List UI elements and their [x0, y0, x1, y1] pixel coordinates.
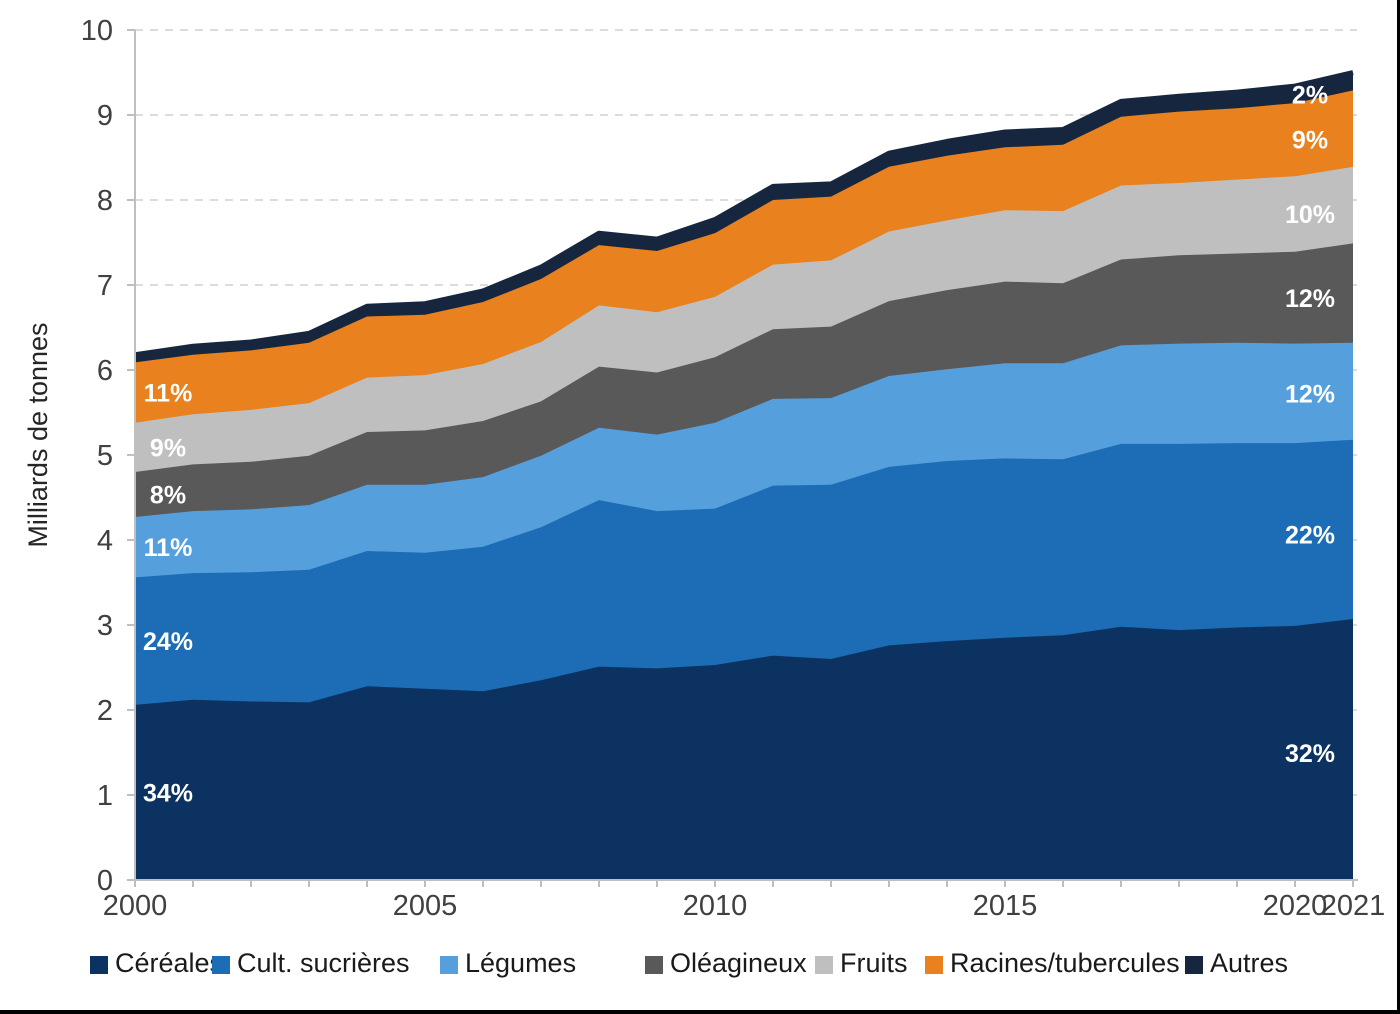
x-tick-label-2010: 2010	[683, 890, 748, 922]
pct-label-2021-1: 32%	[1285, 740, 1335, 768]
legend-label: Oléagineux	[670, 948, 807, 978]
x-tick-label-2005: 2005	[393, 890, 458, 922]
data-labels: 34% 32% 24% 22% 11% 12% 8% 12% 9% 10% 11% 9% 2%	[143, 82, 1335, 808]
pct-label-2000-6: 11%	[144, 380, 193, 408]
y-tick-label-9: 9	[97, 100, 113, 132]
pct-label-2000-2: 24%	[143, 628, 193, 656]
x-tick-label-2021: 2021	[1321, 890, 1386, 922]
legend-label: Céréales	[115, 948, 224, 978]
legend-label: Légumes	[465, 948, 577, 978]
y-tick-label-2: 2	[97, 695, 113, 727]
legend-label: Autres	[1210, 948, 1289, 978]
legend-swatch-cereales	[90, 956, 108, 974]
legend-label: Cult. sucrières	[237, 948, 410, 978]
pct-label-2021-7: 2%	[1292, 82, 1328, 110]
legend-swatch-legumes	[440, 956, 458, 974]
y-tick-label-4: 4	[97, 525, 113, 557]
legend-item-oleagineux: Oléagineux	[645, 948, 807, 979]
frame-border-bottom	[0, 1010, 1400, 1014]
pct-label-2021-5: 10%	[1285, 201, 1335, 229]
x-tick-label-2020: 2020	[1263, 890, 1328, 922]
pct-label-2000-5: 9%	[150, 434, 186, 462]
y-tick-label-3: 3	[97, 610, 113, 642]
y-tick-label-1: 1	[97, 780, 113, 812]
legend-label: Fruits	[840, 948, 908, 978]
y-tick-label-5: 5	[97, 440, 113, 472]
pct-label-2021-2: 22%	[1285, 521, 1335, 549]
legend-swatch-fruits	[815, 956, 833, 974]
pct-label-2000-4: 8%	[150, 482, 186, 510]
legend-item-autres: Autres	[1185, 948, 1288, 979]
y-tick-label-7: 7	[97, 270, 113, 302]
x-tick-label-2000: 2000	[103, 890, 168, 922]
area-series	[134, 70, 1354, 880]
legend-item-cereales: Céréales	[90, 948, 223, 979]
pct-label-2021-3: 12%	[1285, 380, 1335, 408]
pct-label-2021-4: 12%	[1285, 285, 1335, 313]
legend-swatch-racines-tubercules	[925, 956, 943, 974]
legend-label: Racines/tubercules	[950, 948, 1180, 978]
legend-item-legumes: Légumes	[440, 948, 576, 979]
x-tick-label-2015: 2015	[973, 890, 1038, 922]
frame-border-right	[1397, 0, 1400, 1014]
legend-swatch-autres	[1185, 956, 1203, 974]
legend-item-cult-sucrieres: Cult. sucrières	[212, 948, 410, 979]
pct-label-2000-3: 11%	[144, 534, 193, 562]
legend: Céréales Cult. sucrières Légumes Oléagin…	[0, 948, 1400, 982]
pct-label-2000-1: 34%	[143, 779, 193, 807]
total-outline	[134, 70, 1354, 358]
legend-item-fruits: Fruits	[815, 948, 908, 979]
legend-swatch-cult-sucrieres	[212, 956, 230, 974]
legend-swatch-oleagineux	[645, 956, 663, 974]
area-series-c-r-ales	[135, 619, 1353, 880]
y-tick-label-10: 10	[81, 15, 113, 47]
y-tick-label-6: 6	[97, 355, 113, 387]
y-axis-title: Milliards de tonnes	[23, 322, 53, 547]
pct-label-2021-6: 9%	[1292, 127, 1328, 155]
y-tick-label-8: 8	[97, 185, 113, 217]
legend-item-racines-tubercules: Racines/tubercules	[925, 948, 1180, 979]
y-tick-label-0: 0	[97, 865, 113, 897]
